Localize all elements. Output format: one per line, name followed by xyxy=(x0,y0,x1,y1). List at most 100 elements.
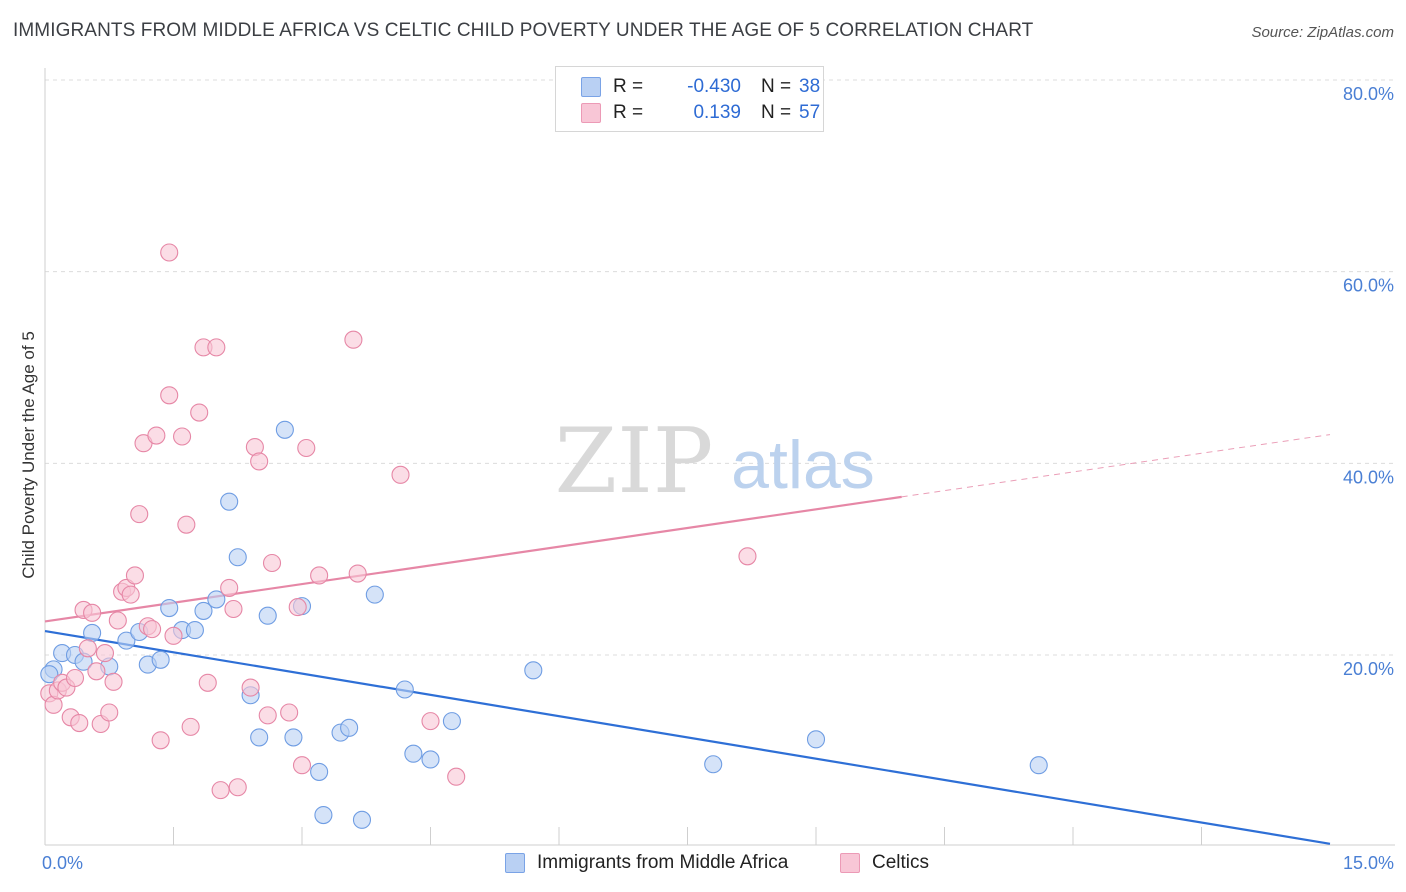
trend-line xyxy=(44,629,1331,845)
point-middle-africa xyxy=(185,621,204,640)
point-middle-africa xyxy=(1029,756,1048,775)
watermark-atlas: atlas xyxy=(731,427,875,503)
point-celtics xyxy=(241,678,260,697)
point-celtics xyxy=(125,566,144,585)
point-middle-africa xyxy=(275,420,294,439)
point-middle-africa xyxy=(83,623,102,643)
y-tick-label: 60.0% xyxy=(1343,276,1394,296)
point-middle-africa xyxy=(352,810,372,829)
point-celtics xyxy=(100,703,119,722)
point-middle-africa xyxy=(704,755,723,774)
point-celtics xyxy=(147,426,166,445)
point-celtics xyxy=(220,578,239,597)
point-celtics xyxy=(224,599,243,619)
trend-line-dashed xyxy=(901,434,1331,498)
point-middle-africa xyxy=(40,665,59,684)
point-celtics xyxy=(143,620,162,639)
watermark-zip: ZIP xyxy=(555,409,714,514)
legend-n-label: N = xyxy=(761,102,792,123)
point-middle-africa xyxy=(310,762,329,781)
point-middle-africa xyxy=(806,730,826,749)
point-celtics xyxy=(198,673,217,692)
x-tick-label: 15.0% xyxy=(1343,853,1394,873)
point-celtics xyxy=(348,564,367,583)
point-celtics xyxy=(421,712,440,731)
legend-n-value: 38 xyxy=(799,76,821,97)
point-celtics xyxy=(288,598,307,617)
legend-r-value: 0.139 xyxy=(693,102,741,123)
point-middle-africa xyxy=(258,606,277,625)
correlation-legend: R = -0.430 N = 38 R = 0.139 N = 57 xyxy=(555,66,824,132)
point-middle-africa xyxy=(365,585,384,604)
point-middle-africa xyxy=(220,492,239,511)
legend-n-value: 57 xyxy=(799,102,821,123)
point-celtics xyxy=(177,515,196,534)
point-celtics xyxy=(130,505,149,524)
point-middle-africa xyxy=(250,728,269,747)
point-celtics xyxy=(87,662,106,681)
point-celtics xyxy=(83,603,102,622)
point-celtics xyxy=(181,717,200,736)
point-celtics xyxy=(207,338,226,357)
point-celtics xyxy=(65,668,85,688)
point-celtics xyxy=(121,585,140,604)
legend-swatch-celtics xyxy=(840,853,860,873)
point-middle-africa xyxy=(421,750,440,769)
point-middle-africa xyxy=(117,631,136,650)
trend-line-solid xyxy=(44,495,902,623)
point-celtics xyxy=(292,756,312,775)
y-tick-label: 40.0% xyxy=(1343,467,1394,487)
point-celtics xyxy=(258,706,277,725)
point-celtics xyxy=(70,713,89,733)
legend-r-label: R = xyxy=(613,102,644,123)
point-celtics xyxy=(262,553,282,573)
point-middle-africa xyxy=(194,601,213,620)
tick-labels: 20.0% 40.0% 60.0% 80.0% 0.0% 15.0% xyxy=(42,84,1394,873)
point-middle-africa xyxy=(228,548,247,567)
point-celtics xyxy=(95,644,115,663)
point-celtics xyxy=(391,465,410,484)
point-middle-africa xyxy=(442,712,461,731)
point-middle-africa xyxy=(404,744,423,763)
zipatlas-watermark: ZIP atlas xyxy=(555,409,875,514)
legend-swatch-celtics xyxy=(581,103,601,123)
grid-lines xyxy=(45,79,1395,656)
point-celtics xyxy=(447,767,466,786)
point-celtics xyxy=(310,566,329,585)
point-middle-africa xyxy=(160,598,179,618)
x-tick-label: 0.0% xyxy=(42,853,83,873)
point-celtics xyxy=(164,626,183,645)
point-middle-africa xyxy=(395,680,414,699)
point-celtics xyxy=(104,672,123,691)
point-celtics xyxy=(78,639,97,658)
point-celtics xyxy=(297,438,316,458)
trend-lines xyxy=(44,434,1331,845)
point-celtics xyxy=(108,611,127,630)
series-legend: Immigrants from Middle Africa Celtics xyxy=(0,852,1406,878)
legend-label-celtics: Celtics xyxy=(872,852,930,873)
point-middle-africa xyxy=(151,650,170,669)
legend-swatch-middle-africa xyxy=(505,853,525,873)
point-celtics xyxy=(160,243,179,262)
data-points xyxy=(40,243,1048,829)
legend-r-label: R = xyxy=(613,76,644,97)
point-middle-africa xyxy=(524,661,543,680)
point-middle-africa xyxy=(314,805,333,825)
point-celtics xyxy=(190,403,209,422)
point-celtics xyxy=(151,731,170,750)
legend-n-label: N = xyxy=(761,76,792,97)
source-credit: Source: ZipAtlas.com xyxy=(1251,24,1394,41)
y-axis-label: Child Poverty Under the Age of 5 xyxy=(19,331,38,579)
point-celtics xyxy=(228,778,247,797)
point-celtics xyxy=(280,703,299,722)
point-celtics xyxy=(160,386,179,405)
chart-title: IMMIGRANTS FROM MIDDLE AFRICA VS CELTIC … xyxy=(13,20,1034,41)
legend-label-middle-africa: Immigrants from Middle Africa xyxy=(537,852,789,873)
point-celtics xyxy=(250,452,269,471)
legend-swatch-middle-africa xyxy=(581,77,601,97)
point-middle-africa xyxy=(284,728,303,747)
point-celtics xyxy=(344,330,363,349)
point-middle-africa xyxy=(340,718,359,737)
point-celtics xyxy=(173,427,192,446)
